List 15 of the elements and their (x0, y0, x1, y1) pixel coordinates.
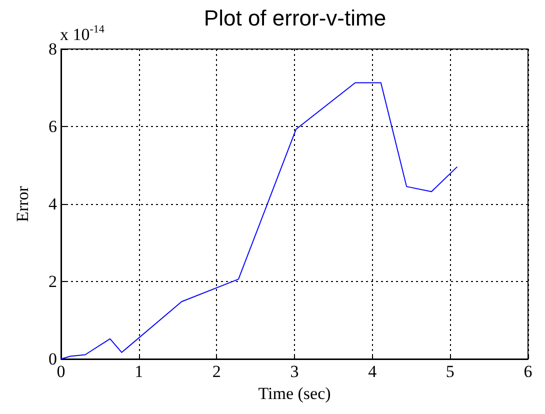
x-tick-label: 3 (290, 362, 299, 381)
y-tick-label: 0 (48, 350, 57, 368)
y-tick-label: 8 (48, 40, 57, 58)
x-tick-label: 6 (524, 362, 532, 381)
x-tick-label: 2 (212, 362, 221, 381)
x-tick-label: 1 (134, 362, 144, 381)
chart-title: Plot of error-v-time (204, 6, 386, 30)
y-tick-label: 2 (48, 272, 57, 291)
x-axis-title: Time (sec) (258, 384, 331, 403)
y-tick-label: 4 (48, 194, 58, 214)
x-tick-label: 4 (368, 362, 378, 381)
x-tick-label: 5 (446, 362, 454, 381)
y-tick-label: 6 (48, 117, 57, 136)
y-axis-title: Error (13, 186, 32, 222)
line-series (60, 82, 458, 360)
